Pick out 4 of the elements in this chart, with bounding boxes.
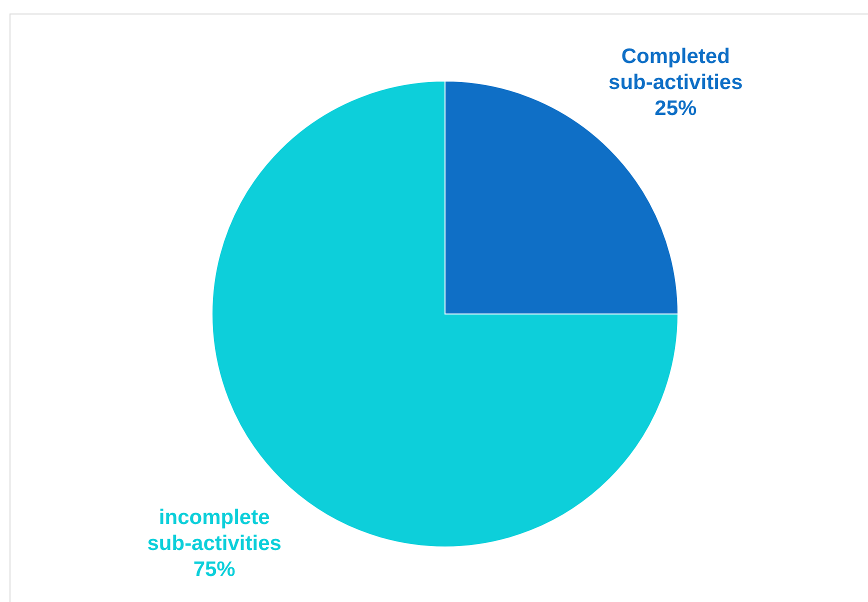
data-label: 25% xyxy=(654,96,697,120)
slice-label: incomplete sub-activities xyxy=(147,506,282,556)
slice-label: Completed sub-activities xyxy=(608,44,743,94)
data-label: 75% xyxy=(193,558,236,582)
